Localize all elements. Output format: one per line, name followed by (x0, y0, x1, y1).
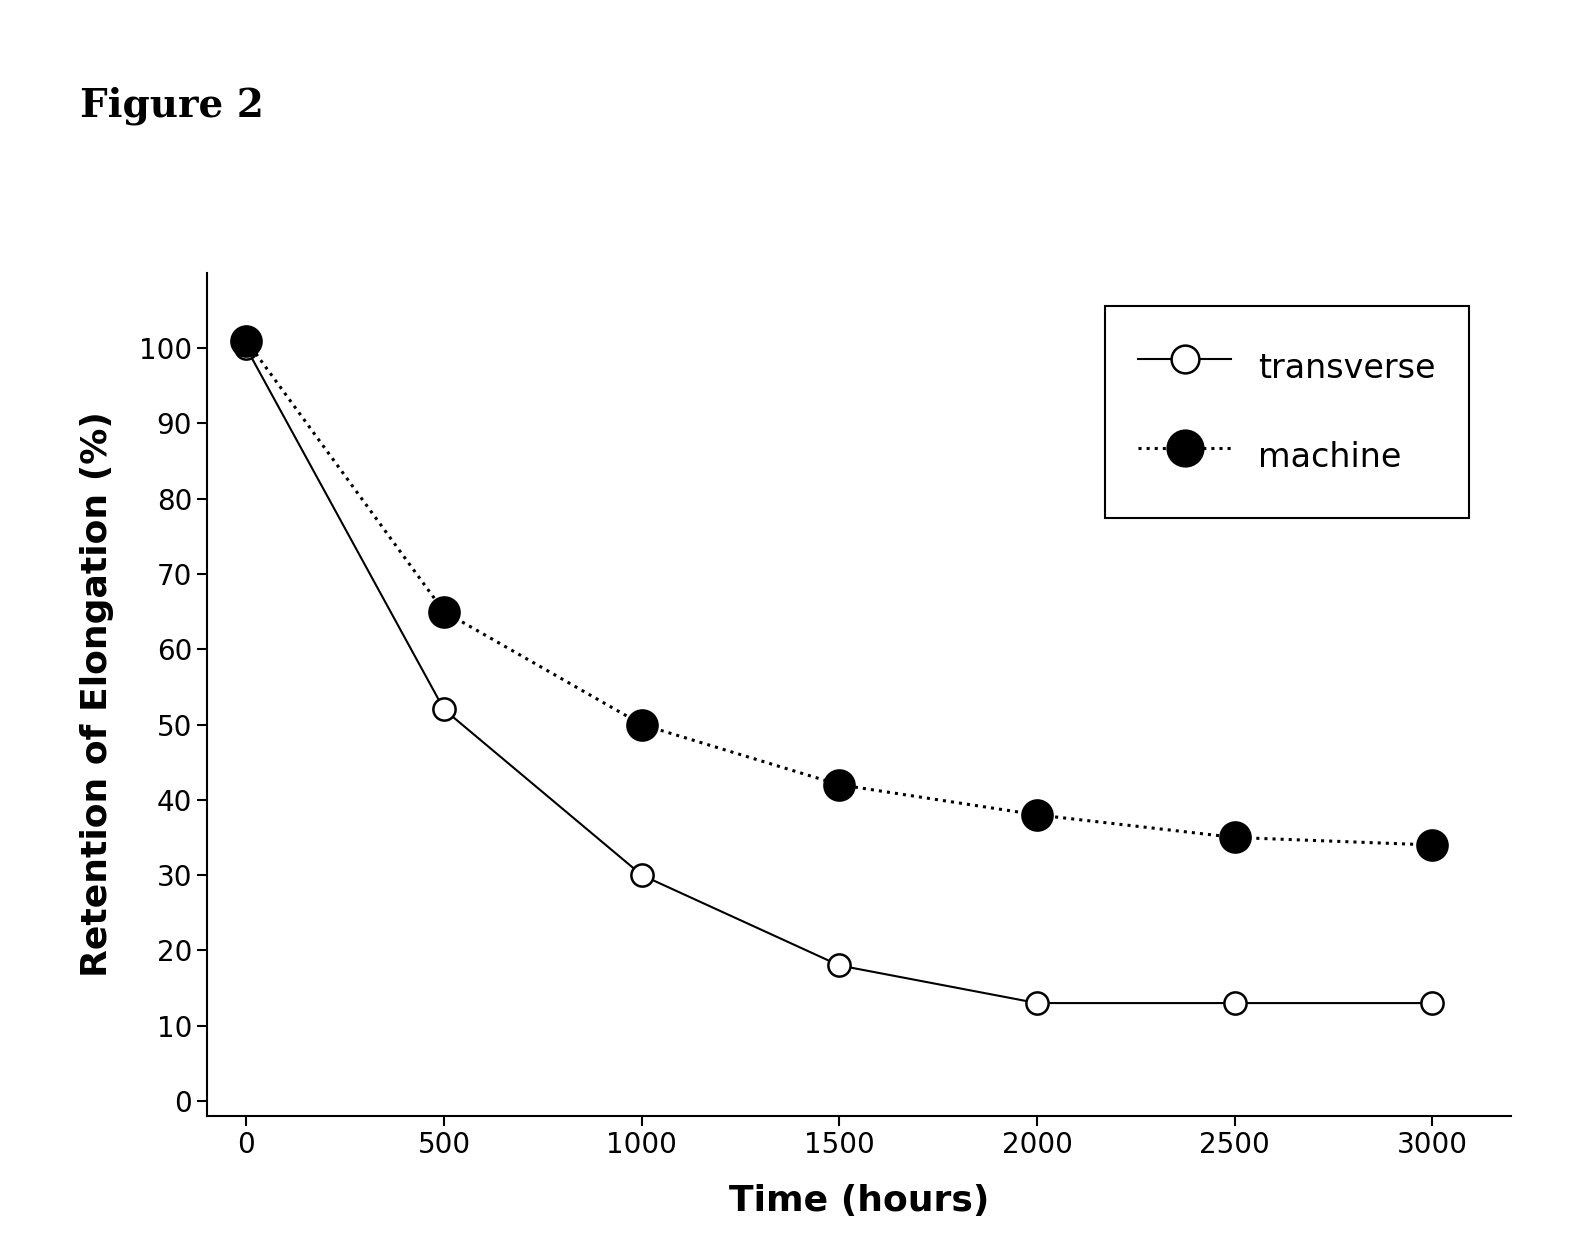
machine (831, 777, 850, 792)
transverse (1422, 996, 1441, 1011)
machine (1422, 837, 1441, 852)
machine (434, 604, 453, 619)
Line: machine: machine (231, 325, 1448, 861)
transverse (831, 959, 850, 973)
transverse (434, 702, 453, 717)
X-axis label: Time (hours): Time (hours) (729, 1184, 990, 1218)
Line: transverse: transverse (235, 337, 1443, 1014)
machine (1028, 807, 1047, 822)
machine (1225, 830, 1244, 844)
transverse (1028, 996, 1047, 1011)
Text: Figure 2: Figure 2 (80, 87, 264, 125)
transverse (1225, 996, 1244, 1011)
transverse (632, 868, 651, 883)
transverse (237, 341, 256, 356)
machine (237, 334, 256, 348)
machine (632, 717, 651, 732)
Legend: transverse, machine: transverse, machine (1104, 306, 1468, 518)
Y-axis label: Retention of Elongation (%): Retention of Elongation (%) (80, 412, 115, 977)
